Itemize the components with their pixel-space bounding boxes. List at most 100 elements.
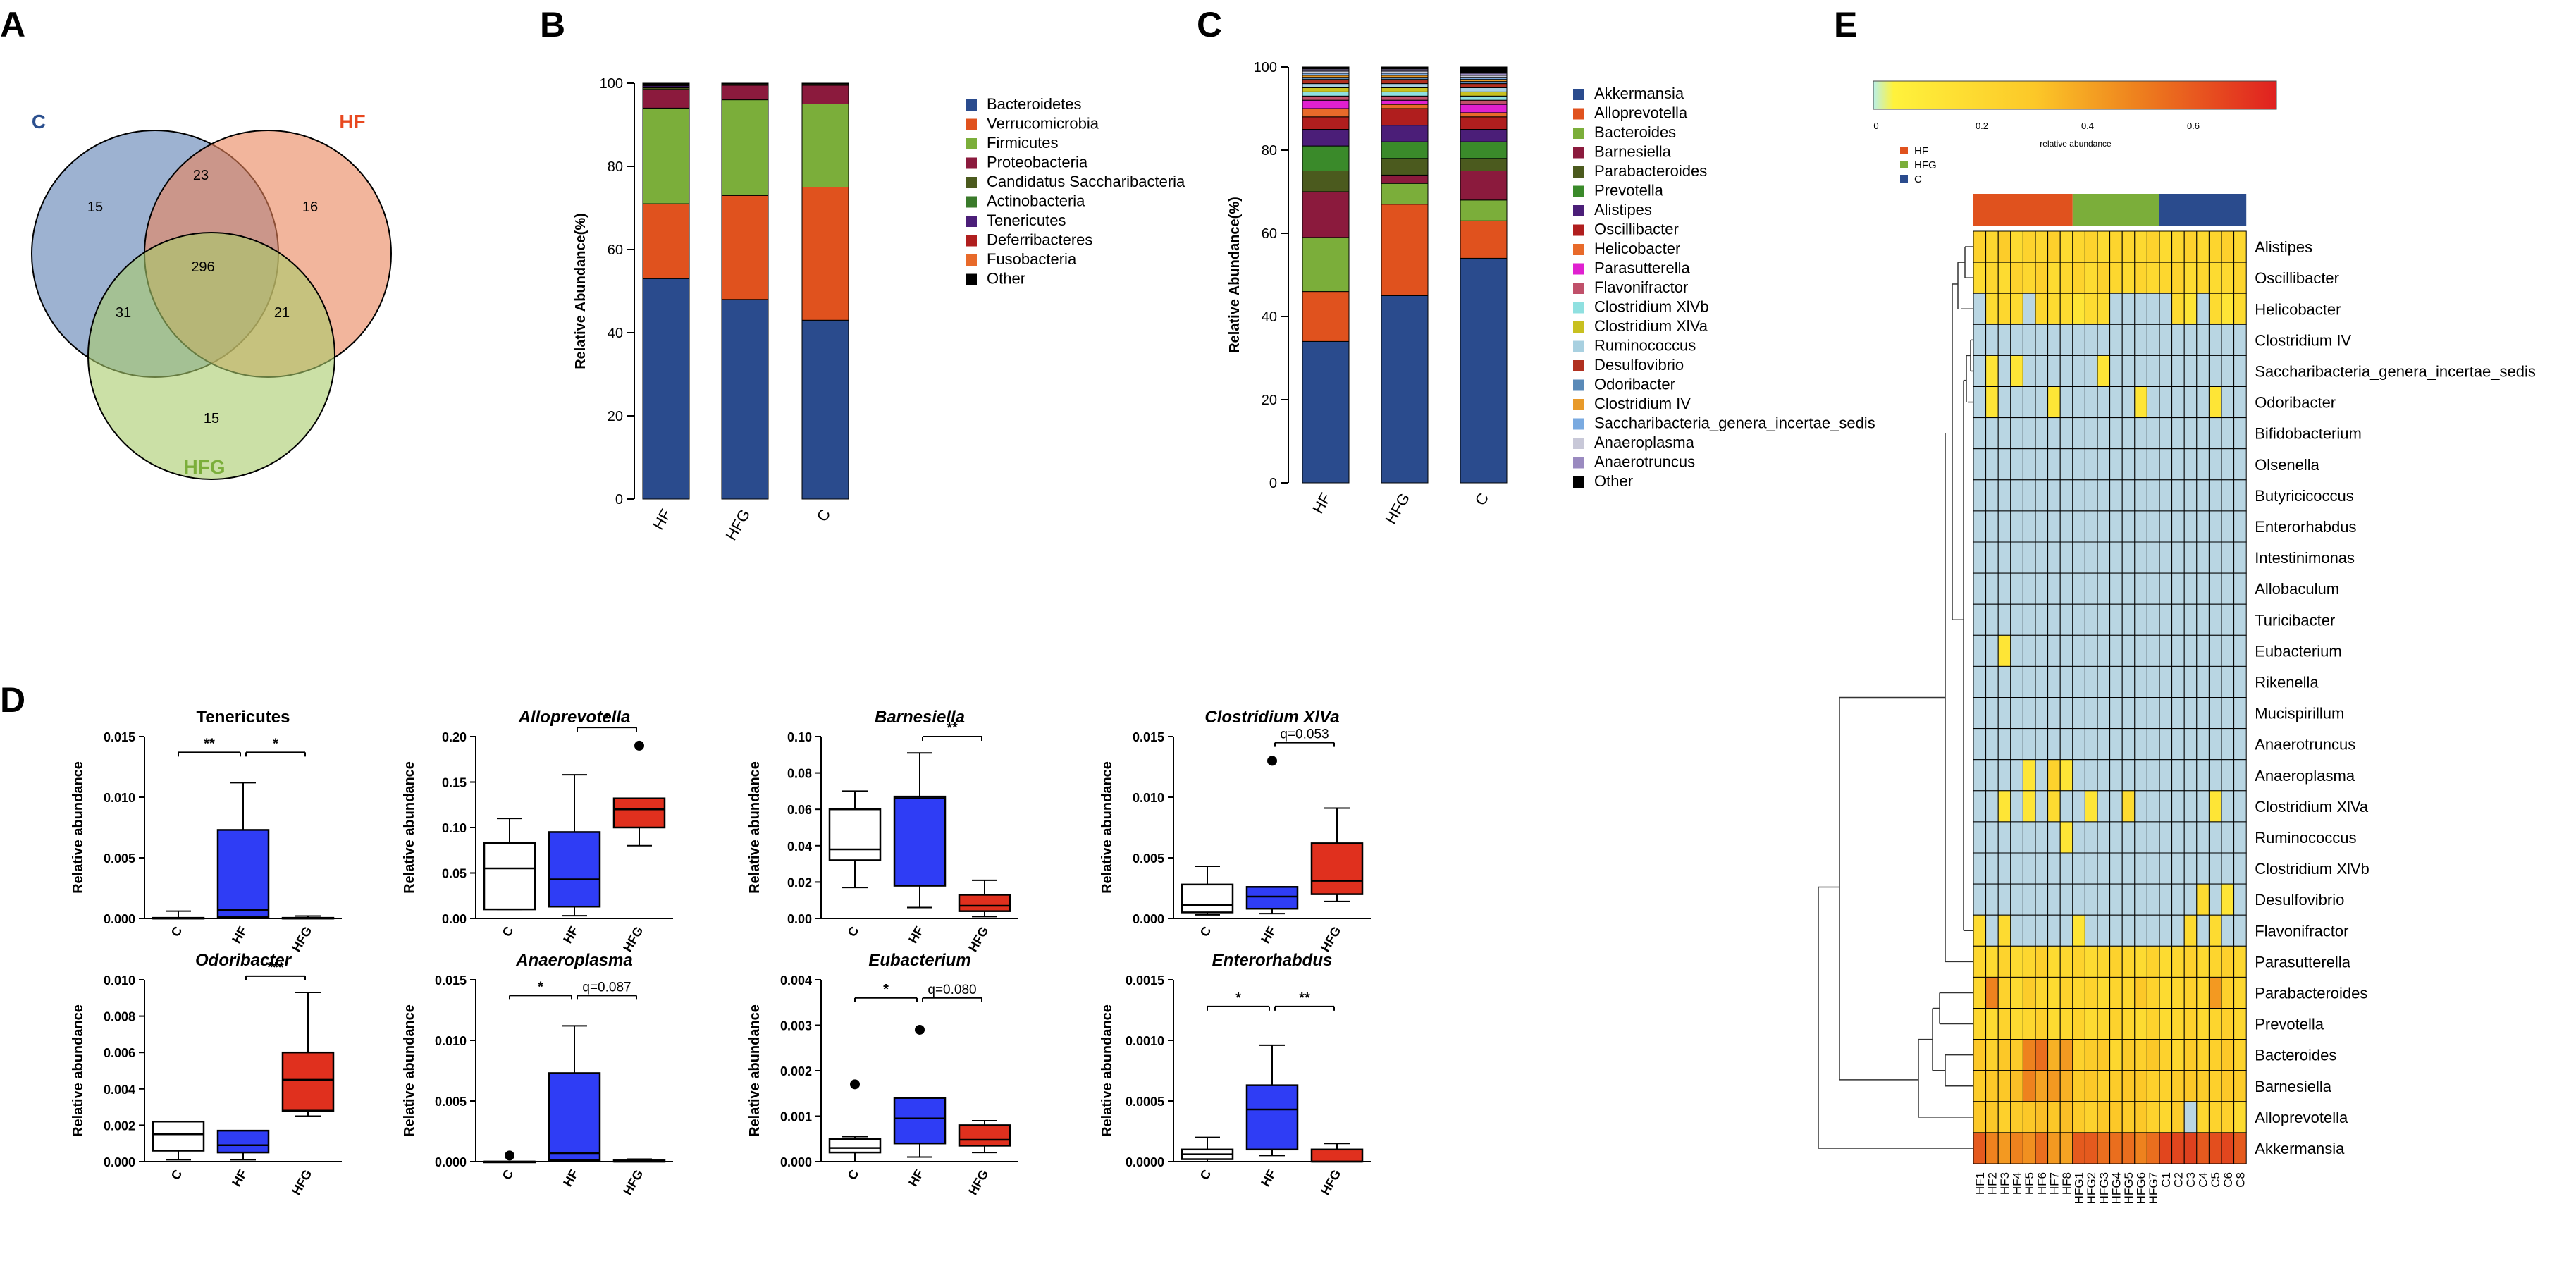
heatmap-cell: [2233, 790, 2247, 823]
heatmap-cell: [2221, 448, 2235, 481]
heatmap-cell: [2022, 665, 2036, 699]
heatmap-cell: [2035, 1132, 2049, 1164]
heatmap-cell: [1985, 790, 1999, 823]
y-tick-label: 20: [1262, 393, 1277, 408]
heatmap-cell: [2121, 1039, 2136, 1071]
heatmap-cell: [2072, 603, 2085, 636]
heatmap-cell: [2072, 324, 2085, 356]
heatmap-cell: [2121, 572, 2136, 605]
heatmap-cell: [1997, 697, 2011, 730]
heatmap-cell: [2010, 790, 2023, 823]
heatmap-cell: [2022, 603, 2036, 636]
heatmap-cell: [1997, 324, 2011, 356]
box-plot-Eubacterium: Eubacterium 0.000 0.001 0.002 0.003 0.004 Rela…: [747, 951, 1018, 1198]
bar-segment-Ruminococcus: [1302, 83, 1350, 88]
significance-label: *: [538, 979, 543, 995]
heatmap-cell: [2010, 1039, 2023, 1071]
heatmap-cell: [2022, 1008, 2036, 1040]
heatmap-cell: [2183, 262, 2198, 294]
bar-segment-Akkermansia: [1460, 257, 1508, 484]
heatmap-cell: [2134, 448, 2147, 481]
legend-swatch: [1573, 205, 1584, 216]
row-label: Oscillibacter: [2255, 269, 2339, 287]
heatmap-cell: [1997, 821, 2011, 854]
legend-entry: Firmicutes: [987, 134, 1058, 152]
heatmap-cell: [2159, 976, 2173, 1009]
heatmap-cell: [2022, 821, 2036, 854]
heatmap-cell: [2183, 510, 2198, 543]
heatmap-cell: [2072, 728, 2085, 761]
heatmap-cell: [2171, 603, 2185, 636]
bar-segment-Helicobacter: [1460, 112, 1508, 118]
heatmap-cell: [2233, 293, 2247, 325]
heatmap-cell: [2221, 417, 2235, 450]
heatmap-cell: [2047, 324, 2061, 356]
heatmap-cell: [2233, 448, 2247, 481]
legend-entry: Desulfovibrio: [1594, 356, 1684, 374]
y-tick-label: 40: [608, 326, 623, 341]
heatmap-cell: [2171, 417, 2185, 450]
y-tick-label: 60: [608, 242, 623, 258]
y-tick-label: 0.003: [780, 1019, 812, 1033]
row-label: Allobaculum: [2255, 580, 2339, 598]
heatmap-cell: [2010, 665, 2023, 699]
heatmap-cell: [2035, 1101, 2049, 1133]
y-tick-label: 20: [608, 409, 623, 424]
heatmap-cell: [2233, 914, 2247, 947]
heatmap-cell: [2097, 852, 2111, 885]
heatmap-cell: [1973, 1070, 1987, 1102]
heatmap-cell: [2084, 541, 2098, 574]
heatmap-cell: [2121, 1132, 2136, 1164]
heatmap-cell: [2084, 1101, 2098, 1133]
heatmap-cell: [2059, 728, 2073, 761]
heatmap-cell: [2035, 883, 2049, 916]
heatmap-cell: [1973, 976, 1987, 1009]
heatmap-cell: [2035, 976, 2049, 1009]
legend-entry: Proteobacteria: [987, 154, 1088, 171]
plot-title: Odoribacter: [195, 951, 292, 970]
legend-entry: Other: [1594, 472, 1633, 490]
heatmap-cell: [2183, 728, 2198, 761]
bar-segment-Parabacteroides: [1381, 158, 1429, 176]
heatmap-cell: [2109, 262, 2123, 294]
panel-letter-D: D: [0, 680, 25, 720]
heatmap-cell: [2159, 230, 2173, 263]
heatmap-cell: [2109, 665, 2123, 699]
heatmap-cell: [2183, 1070, 2198, 1102]
legend-entry: Clostridium XlVa: [1594, 317, 1708, 335]
column-label: HF6: [2035, 1172, 2049, 1195]
heatmap-cell: [2171, 914, 2185, 947]
heatmap-cell: [2022, 510, 2036, 543]
heatmap-cell: [2109, 634, 2123, 667]
x-tick-label: HF: [1309, 490, 1334, 517]
legend-entry: Bacteroides: [1594, 123, 1676, 141]
y-tick-label: 0.000: [435, 1155, 467, 1169]
y-axis-label: Relative Abundance(%): [1227, 197, 1243, 353]
heatmap-cell: [2059, 821, 2073, 854]
heatmap-cell: [2221, 697, 2235, 730]
box-HF: [216, 1129, 270, 1154]
legend-entry: Verrucomicrobia: [987, 115, 1099, 133]
heatmap-cell: [2134, 976, 2147, 1009]
heatmap-cell: [2072, 821, 2085, 854]
x-tick-label: C: [500, 1167, 517, 1182]
heatmap-cell: [2221, 324, 2235, 356]
column-label: C1: [2159, 1172, 2173, 1188]
x-tick-label: HF: [560, 1167, 581, 1189]
bar-segment-Proteobacteria: [642, 89, 690, 109]
color-scale-bar: [1873, 80, 2277, 110]
heatmap-cell: [2208, 1101, 2222, 1133]
heatmap-cell: [2171, 759, 2185, 792]
bar-segment-Akkermansia: [1381, 295, 1429, 484]
venn-label-HFG: HFG: [183, 456, 225, 478]
heatmap-cell: [2208, 541, 2222, 574]
heatmap-cell: [2134, 821, 2147, 854]
heatmap-cell: [1973, 1039, 1987, 1071]
heatmap-cell: [2059, 262, 2073, 294]
heatmap-cell: [2221, 572, 2235, 605]
heatmap-cell: [2159, 541, 2173, 574]
heatmap-cell: [2022, 448, 2036, 481]
heatmap-cell: [2159, 510, 2173, 543]
heatmap-cell: [2134, 852, 2147, 885]
bar-segment-Barnesiella: [1381, 174, 1429, 184]
